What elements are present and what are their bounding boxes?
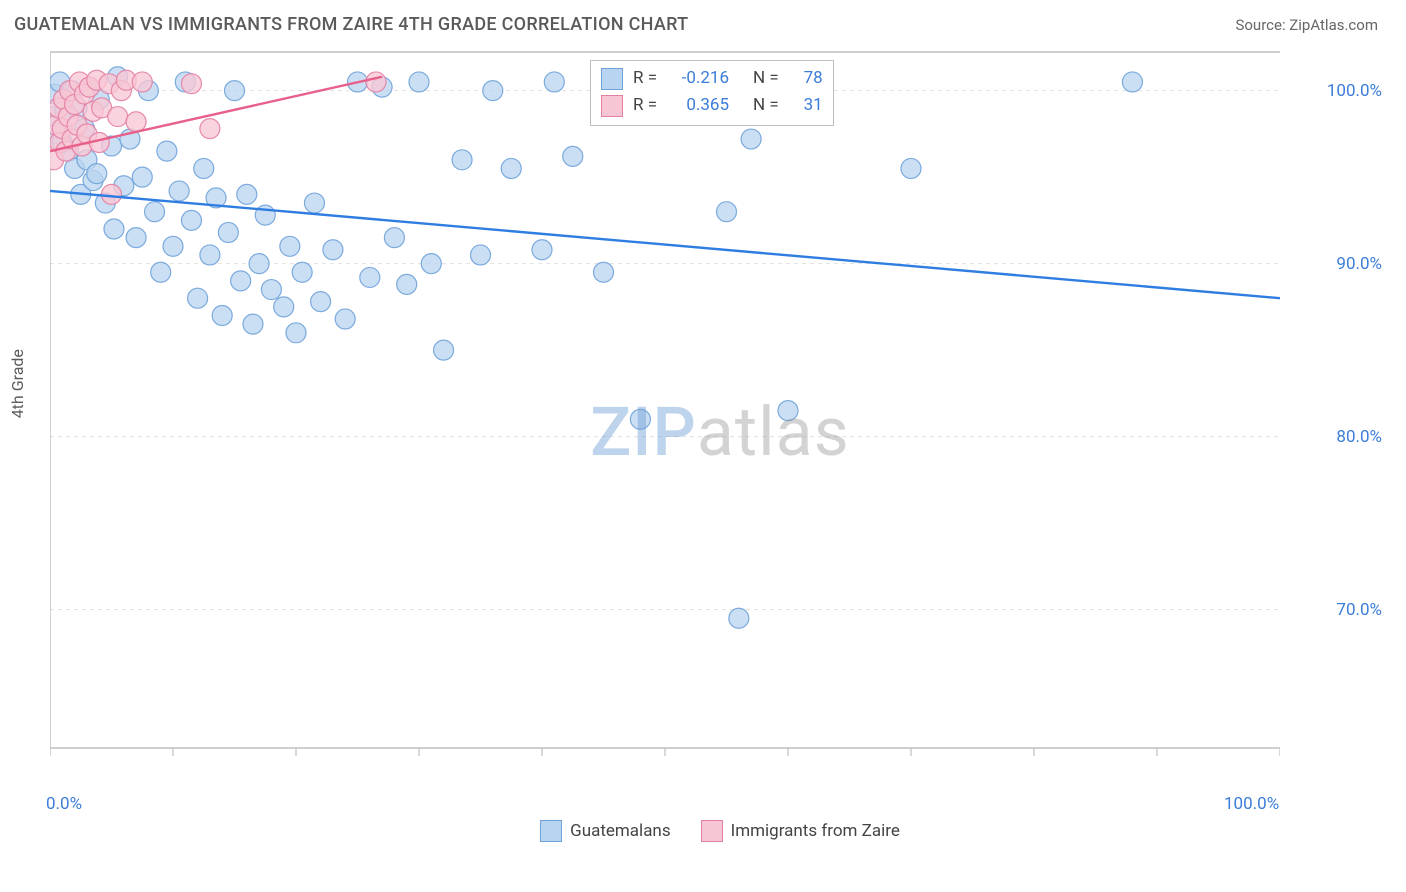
stat-r-value: -0.216	[667, 65, 729, 92]
legend-swatch	[701, 820, 723, 842]
legend-label: Immigrants from Zaire	[731, 821, 900, 841]
stat-label: N =	[753, 92, 779, 119]
stat-n-value: 31	[789, 92, 823, 119]
x-tick-label: 0.0%	[46, 794, 82, 814]
legend-swatch	[540, 820, 562, 842]
chart-container: ZIPatlas R =-0.216N =78R =0.365N =31 Gua…	[50, 48, 1390, 848]
legend-item: Immigrants from Zaire	[701, 820, 900, 842]
stat-label: N =	[753, 65, 779, 92]
legend-swatch	[601, 68, 623, 90]
stat-label: R =	[633, 92, 657, 119]
legend-item: Guatemalans	[540, 820, 670, 842]
y-tick-label: 90.0%	[1336, 254, 1382, 274]
scatter-plot	[50, 48, 1280, 808]
stat-label: R =	[633, 65, 657, 92]
legend-stat-row: R = -0.216 N = 78	[601, 65, 823, 92]
legend-stat-row: R = 0.365 N = 31	[601, 92, 823, 119]
source-label: Source: ZipAtlas.com	[1235, 16, 1378, 34]
legend-label: Guatemalans	[570, 821, 670, 841]
stat-r-value: 0.365	[667, 92, 729, 119]
correlation-legend: R = -0.216 N = 78 R = 0.365 N = 31	[590, 60, 834, 126]
series-legend: Guatemalans Immigrants from Zaire	[50, 820, 1390, 842]
y-tick-label: 100.0%	[1327, 81, 1382, 101]
legend-swatch	[601, 95, 623, 117]
y-tick-label: 80.0%	[1336, 427, 1382, 447]
chart-title: GUATEMALAN VS IMMIGRANTS FROM ZAIRE 4TH …	[14, 14, 688, 35]
y-axis-label: 4th Grade	[8, 349, 27, 418]
stat-n-value: 78	[789, 65, 823, 92]
y-tick-label: 70.0%	[1336, 600, 1382, 620]
x-tick-label: 100.0%	[1224, 794, 1279, 814]
